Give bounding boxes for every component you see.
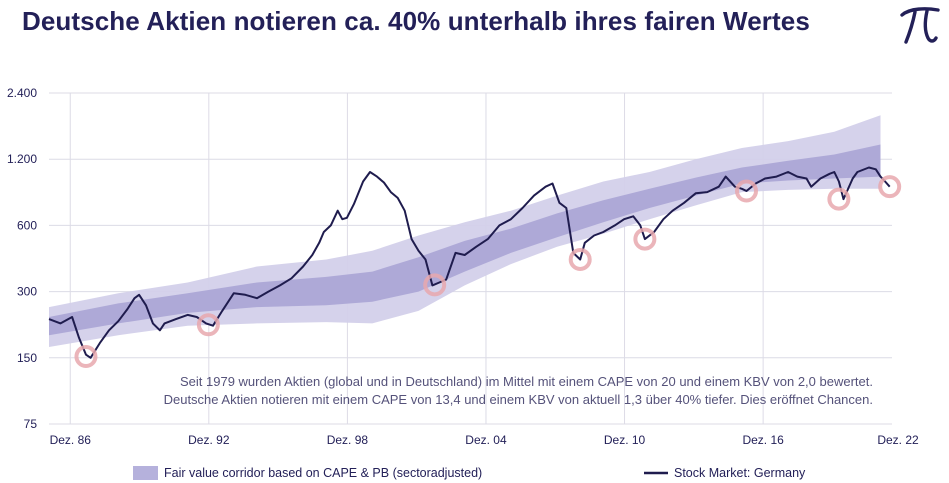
highlight-circle <box>423 273 447 297</box>
x-tick-label: Dez. 92 <box>188 433 230 447</box>
y-tick-label: 150 <box>17 351 37 365</box>
legend-label-corridor: Fair value corridor based on CAPE & PB (… <box>164 466 482 480</box>
y-tick-label: 1.200 <box>7 152 37 166</box>
legend-label-line: Stock Market: Germany <box>674 466 806 480</box>
fair-value-corridor <box>49 115 881 347</box>
x-tick-label: Dez. 04 <box>465 433 507 447</box>
y-tick-label: 75 <box>24 417 38 431</box>
y-tick-label: 2.400 <box>7 86 37 100</box>
x-tick-label: Dez. 16 <box>742 433 784 447</box>
highlight-circle <box>633 227 657 251</box>
highlight-circle <box>74 345 98 369</box>
gridlines <box>49 92 892 425</box>
highlight-circle <box>827 187 851 211</box>
x-tick-label: Dez. 86 <box>50 433 92 447</box>
y-tick-label: 600 <box>17 218 37 232</box>
chart-title: Deutsche Aktien notieren ca. 40% unterha… <box>22 6 810 36</box>
stock-market-line-group <box>48 166 891 359</box>
highlight-circle <box>878 175 902 199</box>
highlight-circle <box>568 247 592 271</box>
stock-market-line <box>48 166 891 359</box>
highlight-circle <box>734 179 758 203</box>
x-tick-label: Dez. 10 <box>604 433 646 447</box>
y-tick-label: 300 <box>17 285 37 299</box>
x-tick-label: Dez. 98 <box>327 433 369 447</box>
x-axis-ticks: Dez. 86 Dez. 92 Dez. 98 Dez. 04 Dez. 10 Dez. … <box>50 433 919 447</box>
highlight-markers <box>74 175 902 369</box>
corridor-inner-band <box>49 144 881 336</box>
highlight-circle <box>196 313 220 337</box>
annotation-line-1: Seit 1979 wurden Aktien (global und in D… <box>180 374 873 389</box>
pi-logo-icon <box>900 7 940 44</box>
legend-swatch-corridor <box>133 466 158 480</box>
legend: Fair value corridor based on CAPE & PB (… <box>133 466 806 480</box>
x-tick-label: Dez. 22 <box>877 433 919 447</box>
y-axis-ticks: 75 150 300 600 1.200 2.400 <box>7 86 37 431</box>
annotation-line-2: Deutsche Aktien notieren mit einem CAPE … <box>164 392 873 407</box>
